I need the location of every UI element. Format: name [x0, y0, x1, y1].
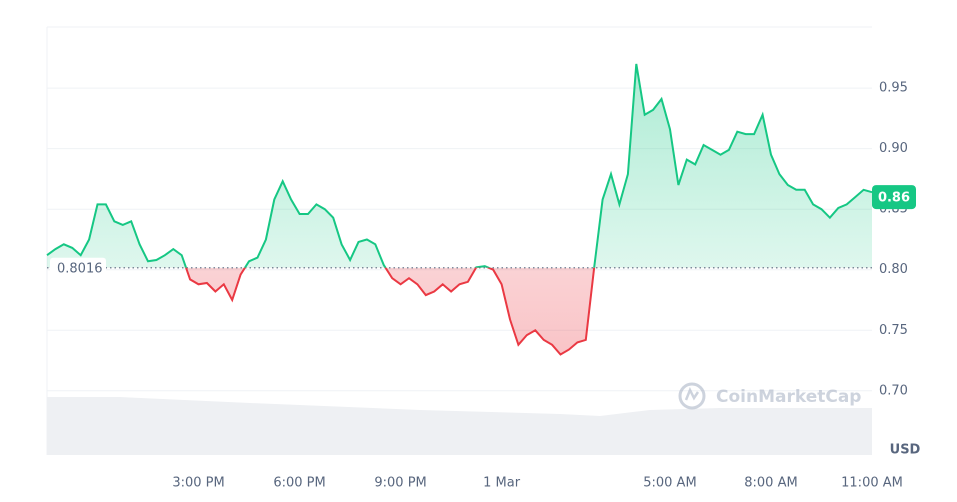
x-tick-label: 1 Mar: [483, 476, 521, 491]
x-tick-label: 8:00 AM: [744, 476, 797, 491]
x-tick-label: 6:00 PM: [273, 476, 325, 491]
y-axis-label: USD: [890, 443, 921, 458]
x-tick-label: 9:00 PM: [374, 476, 426, 491]
baseline-label-bg: [50, 257, 106, 278]
y-tick-label: 0.90: [879, 141, 908, 156]
price-line-down: [185, 267, 596, 356]
x-tick-label: 3:00 PM: [172, 476, 224, 491]
baseline-label: 0.8016: [57, 261, 103, 276]
y-tick-label: 0.95: [879, 81, 908, 96]
last-price-box: [872, 185, 916, 210]
x-tick-label: 5:00 AM: [643, 476, 696, 491]
y-tick-label: 0.75: [879, 323, 908, 338]
watermark: CoinMarketCap: [678, 382, 861, 410]
price-line-up: [46, 63, 873, 268]
y-tick-label: 0.70: [879, 383, 908, 398]
last-price-label: 0.86: [878, 191, 910, 206]
watermark-text: CoinMarketCap: [716, 387, 861, 407]
x-tick-label: 11:00 AM: [841, 476, 903, 491]
volume-area: [47, 397, 872, 455]
y-tick-label: 0.80: [879, 262, 908, 277]
